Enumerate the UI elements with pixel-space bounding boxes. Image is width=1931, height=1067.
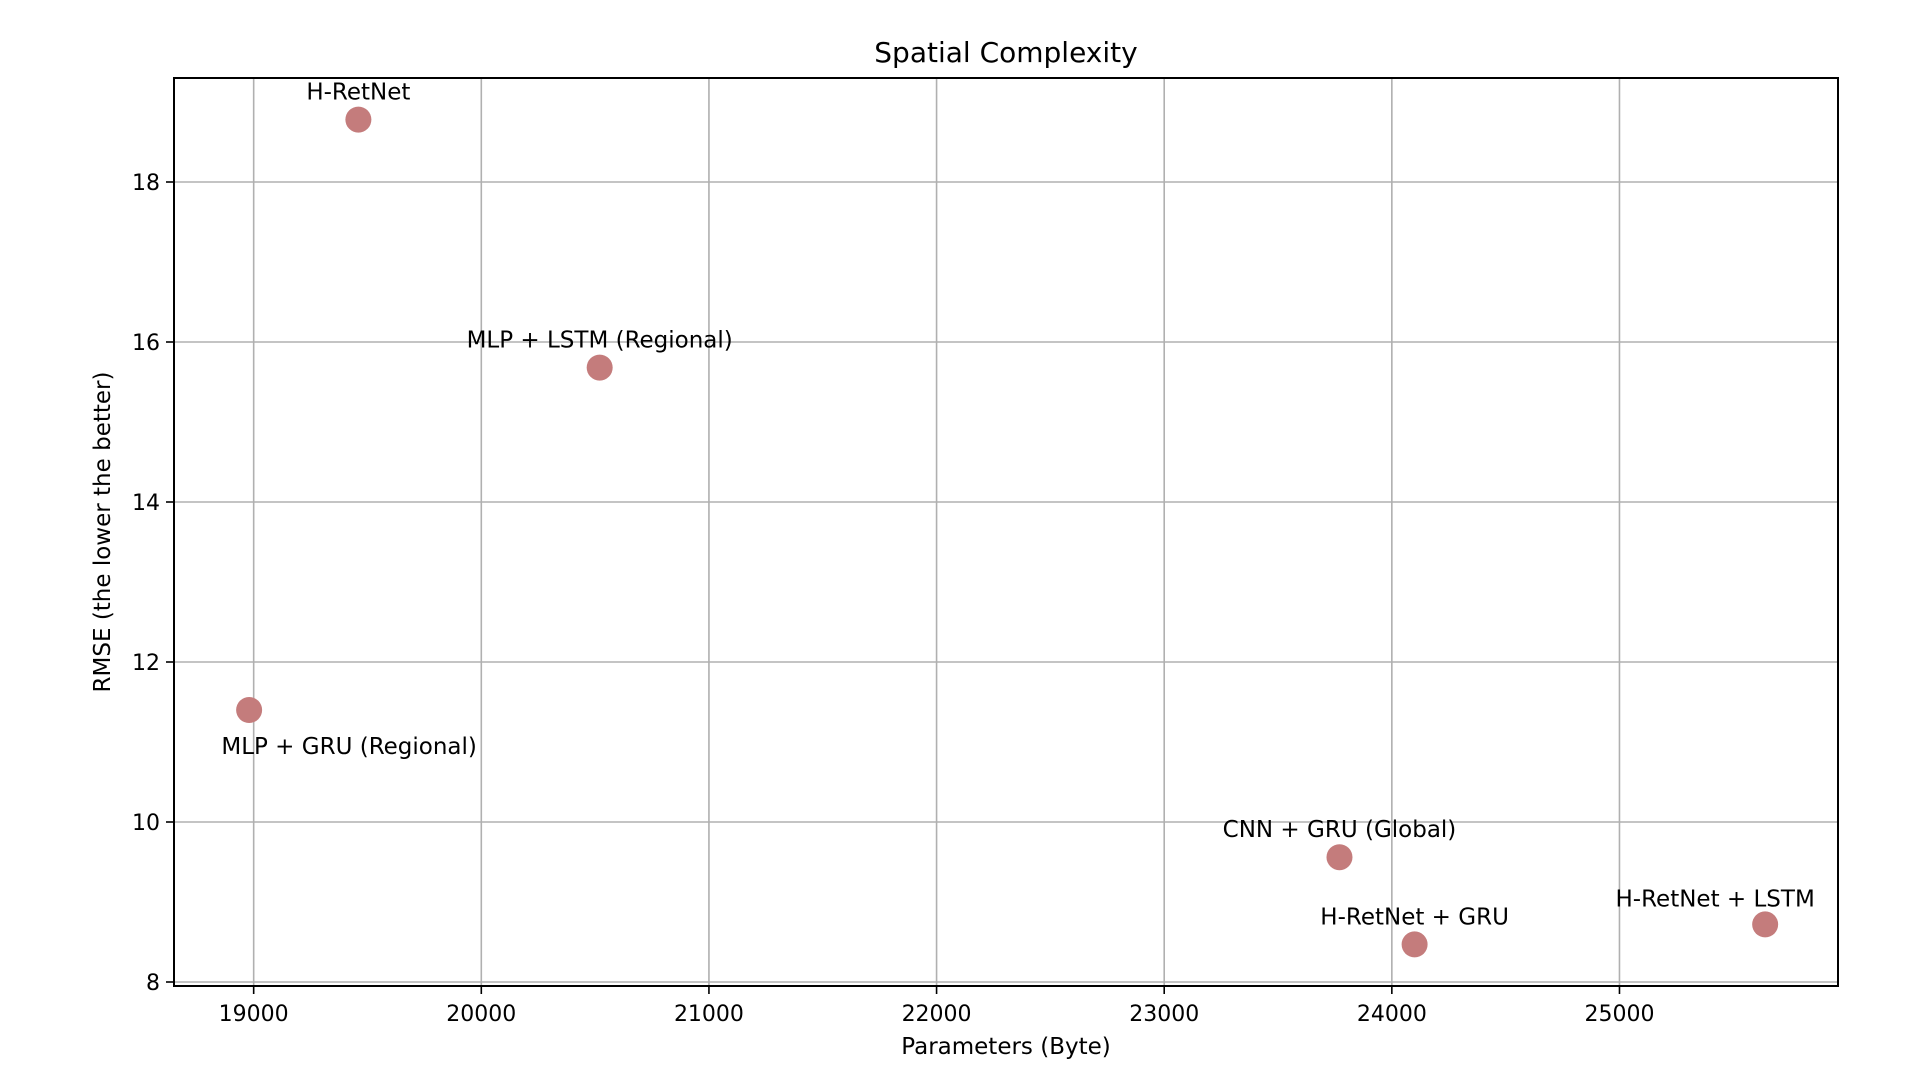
- data-point: [1326, 844, 1353, 871]
- point-label: CNN + GRU (Global): [1223, 817, 1457, 843]
- x-tick-label: 24000: [1357, 1002, 1427, 1027]
- point-label: H-RetNet: [306, 80, 410, 106]
- data-point: [345, 106, 372, 133]
- data-point: [236, 697, 263, 723]
- point-label: MLP + GRU (Regional): [221, 734, 477, 760]
- x-tick-label: 21000: [674, 1002, 744, 1027]
- data-points: H-RetNet MLP + LSTM (Regional) MLP + GRU (…: [221, 80, 1815, 958]
- x-tick-label: 25000: [1584, 1002, 1654, 1027]
- chart-title: Spatial Complexity: [874, 36, 1137, 69]
- grid-lines: [174, 78, 1838, 986]
- point-label: MLP + LSTM (Regional): [467, 328, 733, 354]
- y-tick-label: 16: [132, 331, 160, 356]
- plot-frame: [173, 77, 1839, 987]
- y-tick-label: 14: [132, 491, 160, 516]
- y-tick-label: 8: [146, 971, 160, 996]
- y-tick-label: 18: [132, 171, 160, 196]
- y-tick-label: 12: [132, 651, 160, 676]
- x-tick-label: 19000: [219, 1002, 289, 1027]
- x-tick-label: 20000: [446, 1002, 516, 1027]
- x-axis-label: Parameters (Byte): [901, 1034, 1110, 1060]
- y-tick-label: 10: [132, 811, 160, 836]
- point-label: H-RetNet + LSTM: [1616, 886, 1815, 912]
- point-label: H-RetNet + GRU: [1320, 904, 1509, 930]
- data-point: [1401, 931, 1428, 958]
- data-point: [586, 354, 613, 381]
- x-tick-label: 22000: [902, 1002, 972, 1027]
- data-point: [1752, 911, 1779, 938]
- y-axis-label: RMSE (the lower the better): [90, 372, 116, 693]
- axis-ticks: 19000 20000 21000 22000 23000 24000 25000 8 10 12…: [132, 171, 1654, 1027]
- x-tick-label: 23000: [1129, 1002, 1199, 1027]
